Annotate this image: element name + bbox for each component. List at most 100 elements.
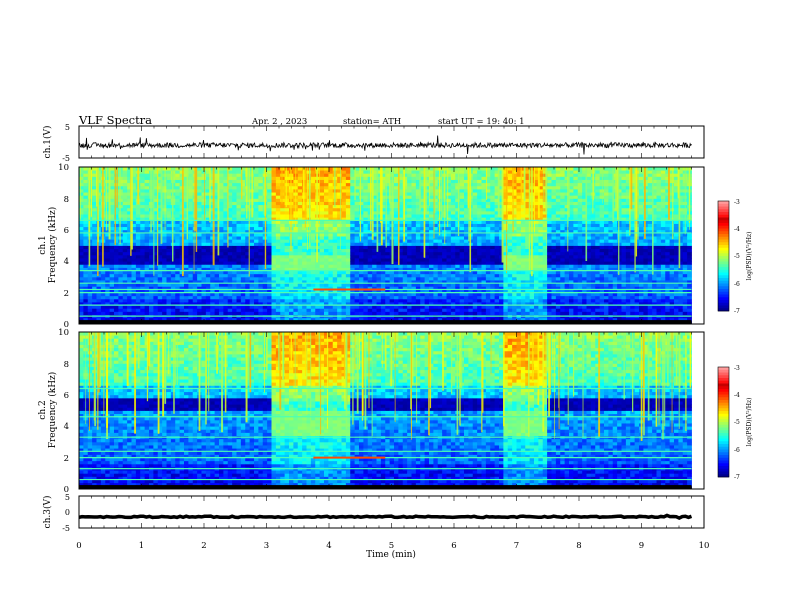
heatmap-cell xyxy=(223,173,229,177)
heatmap-cell xyxy=(402,292,408,297)
heatmap-cell xyxy=(197,201,202,206)
heatmap-cell xyxy=(122,242,128,246)
heatmap-cell xyxy=(450,292,456,297)
heatmap-cell xyxy=(135,305,141,309)
heatmap-cell xyxy=(490,273,496,278)
heatmap-cell xyxy=(258,317,264,322)
heatmap-cell xyxy=(433,267,439,272)
heatmap-cell xyxy=(254,283,259,287)
heatmap-cell xyxy=(398,292,404,297)
heatmap-cell xyxy=(372,305,377,309)
heatmap-cell xyxy=(433,254,439,259)
heatmap-cell xyxy=(210,170,216,174)
heatmap-cell xyxy=(367,302,373,306)
heatmap-cell xyxy=(363,254,369,259)
heatmap-cell xyxy=(446,226,452,231)
heatmap-cell xyxy=(131,182,137,187)
heatmap-cell xyxy=(271,305,277,309)
heatmap-cell xyxy=(372,167,377,171)
heatmap-cell xyxy=(210,210,216,215)
heatmap-cell xyxy=(363,270,369,275)
heatmap-cell xyxy=(92,276,97,281)
heatmap-cell xyxy=(481,295,487,300)
heatmap-cell xyxy=(345,308,351,312)
heatmap-cell xyxy=(219,229,224,234)
heatmap-cell xyxy=(490,167,496,171)
heatmap-cell xyxy=(450,188,456,193)
heatmap-cell xyxy=(499,273,504,278)
heatmap-cell xyxy=(310,283,316,287)
heatmap-cell xyxy=(192,273,198,278)
heatmap-cell xyxy=(450,264,456,268)
heatmap-cell xyxy=(166,242,172,246)
heatmap-cell xyxy=(503,292,509,297)
heatmap-cell xyxy=(494,261,500,265)
heatmap-cell xyxy=(433,264,439,268)
heatmap-cell xyxy=(345,223,351,228)
heatmap-cell xyxy=(227,276,233,281)
heatmap-cell xyxy=(201,220,207,224)
heatmap-cell xyxy=(424,298,430,303)
heatmap-cell xyxy=(310,201,316,206)
heatmap-cell xyxy=(477,229,482,234)
heatmap-cell xyxy=(275,201,281,206)
heatmap-cell xyxy=(262,317,268,322)
heatmap-cell xyxy=(188,267,194,272)
heatmap-cell xyxy=(227,280,233,284)
heatmap-cell xyxy=(153,214,159,218)
heatmap-cell xyxy=(122,226,128,231)
heatmap-cell xyxy=(363,229,369,234)
heatmap-cell xyxy=(149,298,154,303)
heatmap-cell xyxy=(232,170,237,174)
heatmap-cell xyxy=(289,286,294,290)
heatmap-cell xyxy=(503,248,509,253)
heatmap-cell xyxy=(354,167,360,171)
heatmap-cell xyxy=(337,289,342,293)
heatmap-cell xyxy=(420,229,426,234)
heatmap-cell xyxy=(411,210,417,215)
heatmap-cell xyxy=(490,188,496,193)
heatmap-cell xyxy=(293,317,299,322)
heatmap-cell xyxy=(437,232,443,237)
heatmap-cell xyxy=(446,198,452,202)
heatmap-cell xyxy=(455,217,461,221)
heatmap-cell xyxy=(122,204,128,209)
heatmap-cell xyxy=(398,254,404,259)
heatmap-cell xyxy=(227,295,233,300)
heatmap-cell xyxy=(162,239,167,243)
heatmap-cell xyxy=(249,242,255,246)
heatmap-cell xyxy=(464,251,469,256)
heatmap-cell xyxy=(79,283,84,287)
heatmap-cell xyxy=(153,182,159,187)
heatmap-cell xyxy=(114,248,119,253)
heatmap-cell xyxy=(245,242,251,246)
heatmap-cell xyxy=(297,173,303,177)
heatmap-cell xyxy=(232,308,237,312)
heatmap-cell xyxy=(372,280,377,284)
heatmap-cell xyxy=(429,185,434,190)
heatmap-cell xyxy=(450,170,456,174)
heatmap-cell xyxy=(437,302,443,306)
heatmap-cell xyxy=(372,226,377,231)
heatmap-cell xyxy=(429,261,434,265)
heatmap-cell xyxy=(420,232,426,237)
heatmap-cell xyxy=(450,173,456,177)
heatmap-cell xyxy=(79,210,84,215)
heatmap-cell xyxy=(135,251,141,256)
heatmap-cell xyxy=(210,270,216,275)
heatmap-cell xyxy=(503,245,509,250)
heatmap-cell xyxy=(210,280,216,284)
heatmap-cell xyxy=(319,286,325,290)
heatmap-cell xyxy=(100,317,106,322)
heatmap-cell xyxy=(271,283,277,287)
heatmap-cell xyxy=(494,273,500,278)
heatmap-cell xyxy=(380,270,386,275)
heatmap-cell xyxy=(385,239,391,243)
heatmap-cell xyxy=(354,254,360,259)
heatmap-cell xyxy=(157,167,163,171)
heatmap-cell xyxy=(341,258,347,262)
heatmap-cell xyxy=(411,223,417,228)
heatmap-cell xyxy=(175,204,181,209)
heatmap-cell xyxy=(188,195,194,199)
heatmap-cell xyxy=(135,308,141,312)
